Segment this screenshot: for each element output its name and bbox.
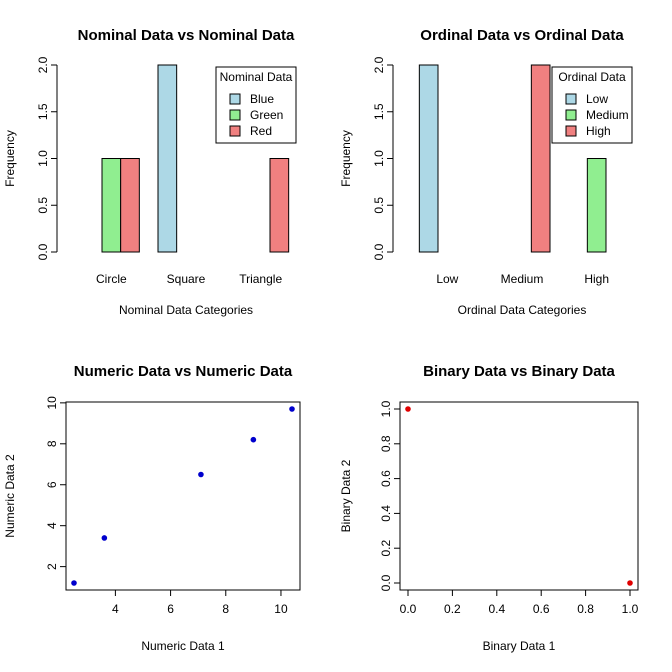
data-point-1 xyxy=(405,406,411,412)
legend-box xyxy=(215,66,297,144)
y-tick-label: 4 xyxy=(45,522,59,529)
y-axis-label: Frequency xyxy=(3,130,17,187)
y-tick-label: 2 xyxy=(45,563,59,570)
x-tick-label: 0.2 xyxy=(444,602,461,616)
x-tick-label: 0.0 xyxy=(400,602,417,616)
x-axis-label: Numeric Data 1 xyxy=(141,639,225,653)
y-tick-label: 1.5 xyxy=(36,103,50,120)
data-point-4 xyxy=(250,436,257,443)
legend-swatch-high xyxy=(565,125,577,137)
y-tick-label: 8 xyxy=(45,440,59,447)
legend-label-high: High xyxy=(586,124,611,138)
legend-swatch-blue xyxy=(229,93,241,105)
chart-title: Binary Data vs Binary Data xyxy=(423,363,615,380)
legend: Nominal Data Blue Green Red xyxy=(215,66,297,144)
x-tick-label: Circle xyxy=(96,272,127,286)
x-tick-label: Square xyxy=(167,272,206,286)
legend-swatch-low xyxy=(565,93,577,105)
legend-box xyxy=(551,66,633,144)
x-axis-label: Binary Data 1 xyxy=(483,639,556,653)
y-tick-label: 0.8 xyxy=(379,435,393,452)
y-tick-label: 6 xyxy=(45,481,59,488)
legend-swatch-green xyxy=(229,109,241,121)
y-tick-label: 1.0 xyxy=(372,150,386,167)
legend: Ordinal Data Low Medium High xyxy=(551,66,633,144)
y-tick-label: 0.5 xyxy=(36,197,50,214)
y-tick-label: 1.0 xyxy=(36,150,50,167)
y-tick-label: 0.0 xyxy=(36,243,50,260)
y-tick-label: 0.4 xyxy=(379,505,393,522)
y-axis-label: Binary Data 2 xyxy=(339,459,353,532)
legend-title: Nominal Data xyxy=(220,70,293,84)
y-tick-label: 0.0 xyxy=(379,574,393,591)
x-tick-label: 0.8 xyxy=(577,602,594,616)
chart-panel-2: Ordinal Data vs Ordinal Data Ordinal Data… xyxy=(339,27,633,317)
y-tick-label: 0.5 xyxy=(372,197,386,214)
y-tick-label: 2.0 xyxy=(372,56,386,73)
legend-label-medium: Medium xyxy=(586,108,629,122)
bar-circle-red xyxy=(120,158,140,253)
y-tick-label: 0.2 xyxy=(379,540,393,557)
data-point-3 xyxy=(198,471,204,478)
bar-medium-high xyxy=(530,64,551,253)
chart-panel-1: Nominal Data vs Nominal Data Nominal Data… xyxy=(3,27,297,317)
bar-square-blue xyxy=(157,64,178,253)
x-tick-label: Medium xyxy=(501,272,544,286)
chart-title: Ordinal Data vs Ordinal Data xyxy=(420,27,624,44)
x-tick-label: High xyxy=(584,272,609,286)
data-point-2 xyxy=(101,535,108,541)
legend-label-low: Low xyxy=(586,92,608,106)
plot-frame xyxy=(399,401,639,591)
legend-title: Ordinal Data xyxy=(558,70,626,84)
chart-panel-4: Binary Data vs Binary Data Binary Data 1 B… xyxy=(339,363,639,653)
plot-frame xyxy=(65,401,301,591)
bar-triangle-red xyxy=(269,158,290,253)
y-tick-label: 10 xyxy=(45,396,59,410)
x-tick-label: Low xyxy=(436,272,458,286)
y-tick-label: 2.0 xyxy=(36,56,50,73)
x-tick-label: 0.6 xyxy=(533,602,550,616)
legend-swatch-medium xyxy=(565,109,577,121)
x-tick-label: 1.0 xyxy=(622,602,639,616)
x-axis-label: Ordinal Data Categories xyxy=(458,303,587,317)
x-tick-label: 0.4 xyxy=(488,602,505,616)
x-tick-label: 10 xyxy=(274,602,288,616)
chart-panel-3: Numeric Data vs Numeric Data Numeric Data… xyxy=(3,363,301,653)
y-tick-label: 1.5 xyxy=(372,103,386,120)
x-tick-label: 6 xyxy=(167,602,174,616)
legend-swatch-red xyxy=(229,125,241,137)
y-tick-label: 1.0 xyxy=(379,400,393,417)
x-axis-label: Nominal Data Categories xyxy=(119,303,253,317)
x-tick-label: Triangle xyxy=(239,272,282,286)
bar-circle-green xyxy=(101,158,122,253)
legend-label-blue: Blue xyxy=(250,92,274,106)
y-tick-label: 0.6 xyxy=(379,470,393,487)
chart-title: Nominal Data vs Nominal Data xyxy=(78,27,295,44)
y-tick-label: 0.0 xyxy=(372,243,386,260)
chart-title: Numeric Data vs Numeric Data xyxy=(74,363,293,380)
y-axis-label: Frequency xyxy=(339,130,353,187)
legend-label-green: Green xyxy=(250,108,283,122)
x-tick-label: 4 xyxy=(112,602,119,616)
y-axis-label: Numeric Data 2 xyxy=(3,454,17,538)
x-tick-label: 8 xyxy=(222,602,229,616)
legend-label-red: Red xyxy=(250,124,272,138)
data-point-2 xyxy=(627,580,633,586)
data-point-5 xyxy=(289,406,295,412)
data-point-1 xyxy=(71,580,77,586)
bar-high-medium xyxy=(586,158,607,253)
bar-low-low xyxy=(418,64,439,253)
